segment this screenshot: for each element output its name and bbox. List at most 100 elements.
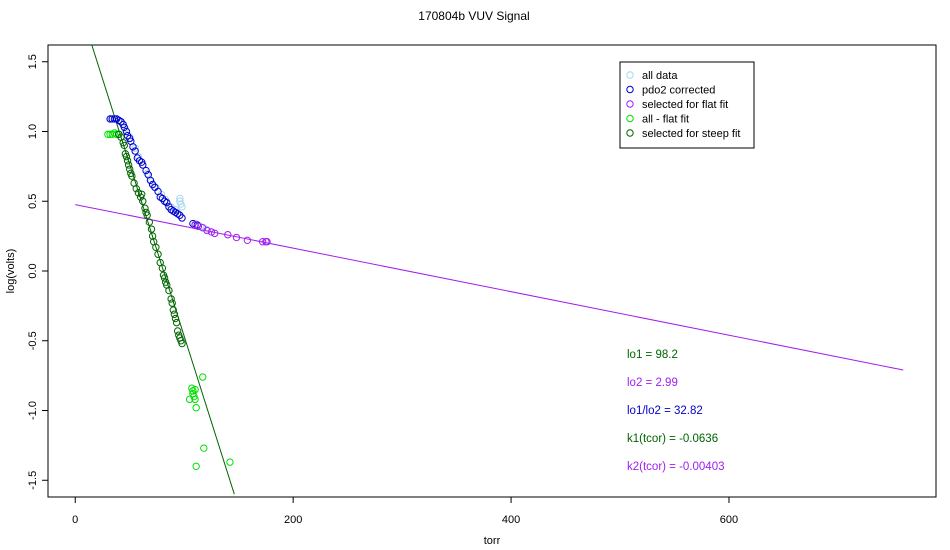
data-point <box>192 462 200 471</box>
data-point <box>143 211 151 219</box>
data-point <box>139 161 147 169</box>
data-point <box>243 236 252 245</box>
data-point <box>138 190 146 198</box>
data-point <box>191 221 199 229</box>
y-tick-label: -1.5 <box>27 471 39 490</box>
data-point <box>171 205 180 214</box>
data-point <box>146 176 155 185</box>
data-point <box>203 226 211 235</box>
data-point <box>194 222 203 231</box>
legend-marker <box>626 71 634 79</box>
data-point <box>110 115 119 123</box>
annotation-text: lo1/lo2 = 32.82 <box>627 405 703 417</box>
data-point <box>145 218 154 226</box>
data-point <box>123 157 132 165</box>
data-point <box>129 143 137 151</box>
x-axis-label: torr <box>484 535 501 547</box>
data-point <box>122 127 131 136</box>
data-point <box>178 339 186 348</box>
data-point <box>110 129 119 137</box>
data-point <box>148 232 157 240</box>
y-tick-label: 1.5 <box>27 54 39 69</box>
data-point <box>211 229 219 238</box>
data-point <box>192 404 200 412</box>
data-point <box>170 310 179 318</box>
plot-area <box>75 45 904 495</box>
data-point <box>160 274 169 282</box>
data-point <box>163 198 171 207</box>
data-point <box>178 203 186 211</box>
data-point <box>199 373 207 381</box>
annotation-text: lo2 = 2.99 <box>627 377 678 389</box>
data-point <box>169 306 178 314</box>
annotation-text: lo1 = 98.2 <box>627 349 678 361</box>
x-tick-label: 600 <box>720 514 738 526</box>
data-point <box>191 385 199 394</box>
x-axis: 0 200 400 600 <box>72 497 738 526</box>
data-point <box>258 238 267 246</box>
data-point <box>207 228 216 236</box>
data-point <box>141 204 149 212</box>
chart-title: 170804b VUV Signal <box>418 9 529 23</box>
legend-entry: selected for flat fit <box>642 99 728 111</box>
data-point <box>226 458 234 466</box>
data-point <box>232 233 241 242</box>
legend-marker <box>626 114 634 123</box>
data-point <box>171 314 180 323</box>
legend-entry: all - flat fit <box>642 114 689 126</box>
data-point <box>167 295 175 303</box>
data-point <box>154 250 162 258</box>
x-tick-label: 200 <box>284 514 302 526</box>
y-axis-label: log(volts) <box>5 249 17 294</box>
data-point <box>158 264 167 272</box>
data-point <box>176 194 184 203</box>
annotation-text: k2(tcor) = -0.00403 <box>627 461 724 473</box>
data-point <box>224 231 232 239</box>
data-point <box>173 327 182 335</box>
y-axis: -1.5 -1.0 -0.5 0.0 0.5 1.0 1.5 <box>27 54 48 490</box>
data-points <box>104 115 271 471</box>
data-point <box>189 387 197 395</box>
data-point <box>122 152 131 161</box>
legend: all data pdo2 corrected selected for flat … <box>619 61 755 149</box>
legend-marker <box>626 85 634 94</box>
legend-box <box>619 61 755 149</box>
data-point <box>165 286 173 295</box>
data-point <box>172 318 181 327</box>
data-point <box>152 243 160 251</box>
data-point <box>132 184 140 193</box>
data-point <box>128 172 136 180</box>
annotations: lo1 = 98.2 lo2 = 2.99 lo1/lo2 = 32.82 k1(tc… <box>627 349 724 473</box>
data-point <box>120 141 128 150</box>
legend-entry: selected for steep fit <box>642 128 740 140</box>
data-point <box>126 165 134 173</box>
data-point <box>134 189 143 197</box>
legend-marker <box>626 129 634 137</box>
data-point <box>131 144 139 152</box>
data-point <box>131 147 139 155</box>
y-tick-label: 0.5 <box>27 194 39 209</box>
data-point <box>120 123 128 132</box>
data-point <box>168 299 176 307</box>
x-tick-label: 400 <box>502 514 520 526</box>
data-point <box>134 152 143 161</box>
data-point <box>200 444 208 452</box>
y-tick-label: 1.0 <box>27 124 39 139</box>
y-tick-label: 0.0 <box>27 263 39 278</box>
data-point <box>156 193 164 201</box>
data-point <box>147 225 156 233</box>
annotation-text: k1(tcor) = -0.0636 <box>627 433 718 445</box>
legend-marker <box>626 100 634 108</box>
data-point <box>115 116 123 125</box>
y-tick-label: -1.0 <box>27 401 39 420</box>
data-point <box>178 214 186 222</box>
legend-entry: all data <box>642 70 678 82</box>
data-point <box>124 161 133 169</box>
data-point <box>139 197 147 205</box>
data-point <box>142 166 150 175</box>
legend-entry: pdo2 corrected <box>642 85 715 97</box>
data-point <box>191 395 199 404</box>
data-point <box>263 238 271 246</box>
y-tick-label: -0.5 <box>27 331 39 350</box>
